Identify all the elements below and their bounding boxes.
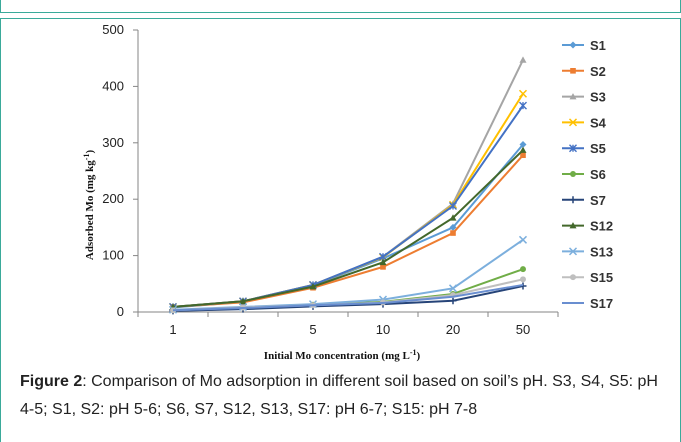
- legend-label: S3: [590, 90, 606, 105]
- data-point: [569, 144, 577, 153]
- x-tick-label: 50: [516, 322, 530, 337]
- series-line: [172, 285, 524, 312]
- legend-item: S6: [562, 167, 606, 182]
- data-point: [570, 274, 576, 281]
- figure-caption: Figure 2: Comparison of Mo adsorption in…: [20, 368, 670, 424]
- data-point: [449, 223, 457, 231]
- data-point: [569, 196, 577, 204]
- legend-label: S15: [590, 270, 613, 285]
- series-s5: [169, 101, 527, 311]
- legend-item: S15: [562, 270, 613, 285]
- data-point: [519, 140, 527, 148]
- legend-label: S7: [590, 193, 606, 208]
- data-point: [569, 93, 577, 100]
- y-axis-title-sup: -1: [82, 154, 91, 161]
- legend-label: S5: [590, 141, 606, 156]
- legend-item: S7: [562, 193, 606, 208]
- y-tick-label: 200: [102, 191, 124, 206]
- y-tick-label: 500: [102, 22, 124, 37]
- data-point: [519, 101, 527, 110]
- caption-text: : Comparison of Mo adsorption in differe…: [20, 373, 658, 418]
- data-point: [520, 266, 526, 273]
- y-axis-title-end: ): [84, 150, 96, 154]
- data-point: [570, 171, 576, 177]
- data-point: [518, 235, 528, 244]
- x-axis-title-end: ): [417, 350, 421, 362]
- series-line: [172, 149, 524, 308]
- legend-item: S4: [562, 115, 607, 130]
- data-point: [450, 230, 456, 236]
- data-point: [569, 222, 577, 229]
- data-point: [379, 258, 387, 266]
- x-axis: 1 2 5 10 20 50: [137, 311, 559, 337]
- x-axis-title-sup: -1: [410, 348, 417, 357]
- series-s12: [169, 146, 527, 310]
- data-point: [568, 118, 578, 127]
- legend-item: S1: [562, 38, 606, 53]
- data-point: [568, 247, 578, 256]
- legend-item: S17: [562, 296, 613, 311]
- legend-item: S5: [562, 141, 606, 156]
- data-point: [448, 284, 458, 293]
- data-point: [570, 68, 576, 74]
- y-axis-title: Adsorbed Mo (mg kg-1): [82, 150, 96, 261]
- data-point: [239, 297, 247, 305]
- legend-label: S13: [590, 244, 613, 259]
- data-point: [520, 152, 526, 159]
- data-point: [519, 146, 527, 153]
- series-layer: [168, 56, 528, 315]
- legend: S1 S2 S3 S4 S5 S6 S7 S12 S13 S15 S17: [562, 38, 613, 311]
- series-s17: [172, 283, 524, 312]
- caption-label: Figure 2: [20, 373, 83, 390]
- series-s1: [169, 140, 527, 311]
- legend-label: S1: [590, 38, 606, 53]
- legend-label: S17: [590, 296, 613, 311]
- legend-item: S13: [562, 244, 613, 259]
- legend-label: S6: [590, 167, 606, 182]
- legend-label: S2: [590, 64, 606, 79]
- data-point: [309, 283, 317, 290]
- legend-item: S12: [562, 219, 613, 234]
- y-axis-title-main: Adsorbed Mo (mg kg: [84, 160, 96, 260]
- legend-label: S12: [590, 219, 613, 234]
- y-tick-label: 100: [102, 248, 124, 263]
- y-tick-label: 400: [102, 78, 124, 93]
- legend-item: S2: [562, 64, 606, 79]
- data-point: [520, 276, 526, 283]
- y-axis: 0 100 200 300 400 500: [102, 22, 139, 319]
- x-tick-label: 10: [376, 322, 390, 337]
- x-tick-label: 1: [169, 322, 176, 337]
- series-line: [172, 283, 524, 312]
- x-tick-label: 5: [309, 322, 316, 337]
- y-tick-label: 300: [102, 135, 124, 150]
- data-point: [449, 297, 457, 305]
- data-point: [519, 56, 527, 63]
- data-point: [449, 201, 457, 210]
- x-axis-title: Initial Mo concentration (mg L-1): [264, 348, 421, 362]
- x-axis-title-main: Initial Mo concentration (mg L: [264, 350, 410, 362]
- data-point: [449, 214, 457, 221]
- data-point: [518, 89, 528, 98]
- data-point: [380, 264, 386, 270]
- legend-item: S3: [562, 90, 606, 105]
- x-tick-label: 20: [446, 322, 460, 337]
- y-tick-label: 0: [117, 304, 124, 319]
- legend-label: S4: [590, 115, 607, 130]
- x-tick-label: 2: [239, 322, 246, 337]
- data-point: [569, 41, 577, 49]
